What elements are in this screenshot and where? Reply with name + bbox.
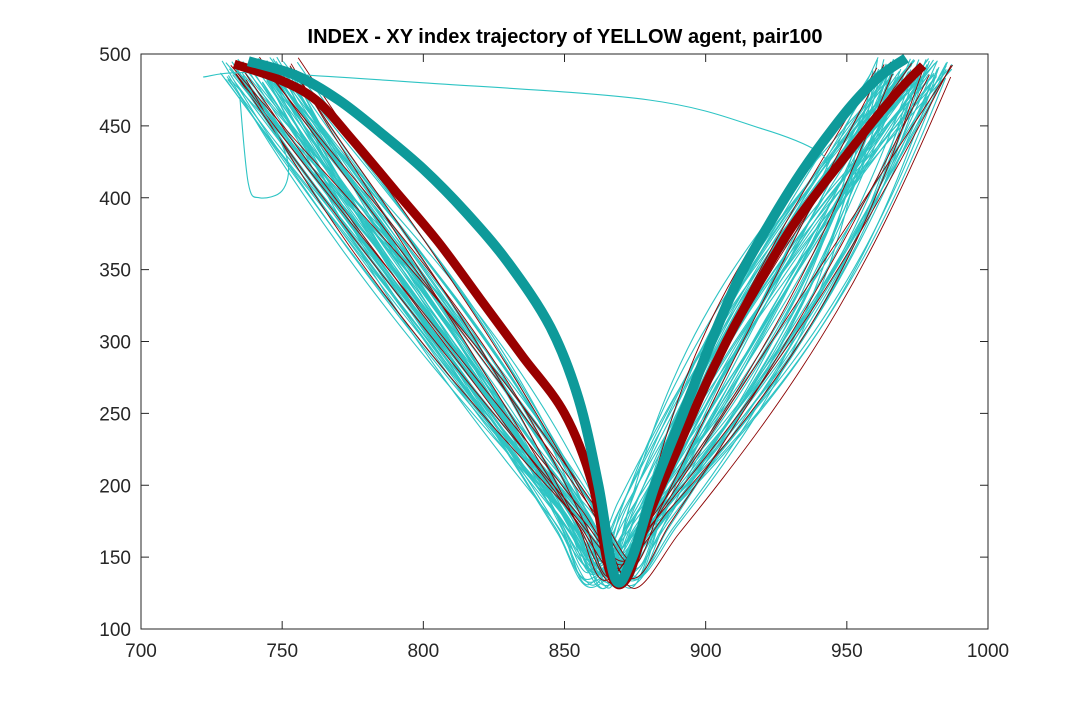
trial-trajectory [289, 65, 952, 581]
y-axis: 100 150 200 250 300 350 400 450 500 [99, 45, 988, 641]
trial-trajectory [231, 61, 937, 571]
trial-trajectory [235, 73, 930, 580]
x-tick-label: 950 [831, 641, 863, 662]
trial-trajectory [239, 82, 290, 199]
trial-trajectory [289, 58, 895, 565]
trial-trajectory [283, 61, 948, 583]
y-tick-label: 350 [99, 261, 131, 282]
y-tick-label: 150 [99, 548, 131, 569]
chart-title: INDEX - XY index trajectory of YELLOW ag… [308, 26, 823, 48]
y-tick-label: 200 [99, 476, 131, 497]
trial-trajectory [259, 56, 885, 566]
y-tick-label: 250 [99, 404, 131, 425]
x-tick-label: 700 [125, 641, 157, 662]
x-tick-label: 900 [690, 641, 722, 662]
trial-trajectory [227, 58, 911, 587]
x-tick-label: 800 [407, 641, 439, 662]
y-tick-label: 100 [99, 620, 131, 641]
y-tick-label: 400 [99, 189, 131, 210]
mean-trajectory-teal [246, 54, 909, 588]
x-tick-label: 750 [266, 641, 298, 662]
trial-trajectory [273, 63, 887, 586]
trial-trajectory [220, 68, 902, 587]
trial-trajectory [245, 63, 913, 566]
trial-trajectory [236, 70, 872, 568]
y-tick-label: 300 [99, 333, 131, 354]
y-tick-label: 500 [99, 45, 131, 66]
trial-trajectory [241, 79, 885, 566]
x-tick-label: 1000 [967, 641, 1009, 662]
x-axis: 700 750 800 850 900 950 1000 [125, 54, 1009, 662]
mean-trajectories [232, 54, 927, 590]
trial-trajectory [297, 57, 952, 589]
x-tick-label: 850 [549, 641, 581, 662]
trial-trajectory [235, 70, 923, 562]
y-tick-label: 450 [99, 117, 131, 138]
trial-trajectory [286, 60, 938, 574]
